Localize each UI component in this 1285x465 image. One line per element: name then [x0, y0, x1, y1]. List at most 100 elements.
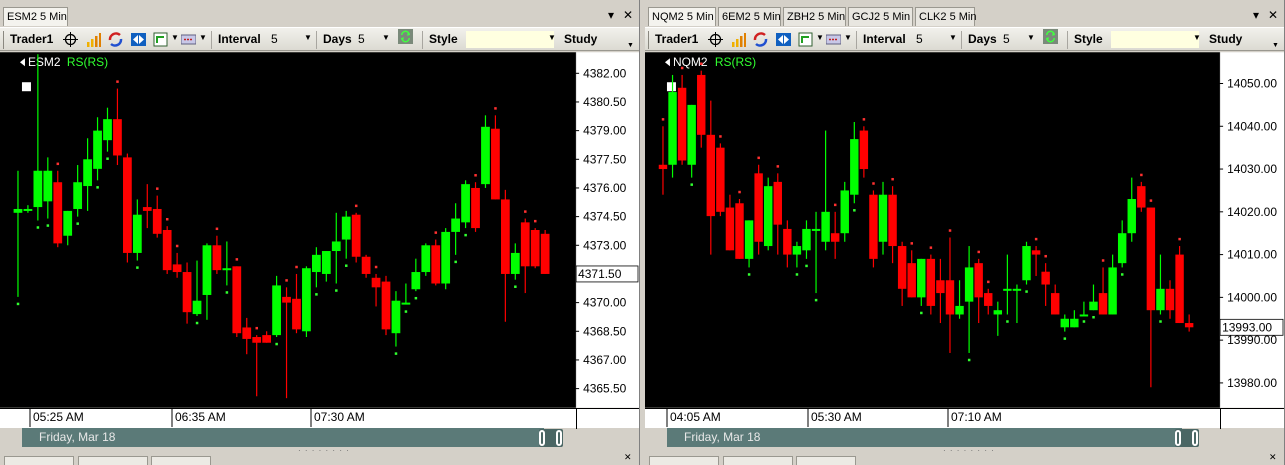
- candle[interactable]: [697, 62, 706, 148]
- crosshair-icon[interactable]: [63, 32, 78, 47]
- candle[interactable]: [33, 54, 43, 229]
- scroll-grip-right[interactable]: [1192, 430, 1198, 446]
- candle[interactable]: [1137, 173, 1146, 212]
- price-axis[interactable]: [575, 52, 639, 408]
- candle[interactable]: [53, 162, 63, 248]
- splitter-grip[interactable]: · · · · · · · ·: [298, 446, 350, 455]
- candle[interactable]: [152, 187, 162, 238]
- candle[interactable]: [311, 247, 321, 296]
- candle[interactable]: [917, 258, 926, 315]
- workspace-label[interactable]: Trader1: [10, 32, 54, 46]
- candle[interactable]: [530, 219, 540, 269]
- candlestick-chart[interactable]: 4382.00 4380.50 4379.00 4377.50 4376.00 4374.…: [0, 52, 639, 408]
- candle[interactable]: [1165, 280, 1175, 319]
- bottom-tab[interactable]: [78, 456, 148, 465]
- reload-icon[interactable]: [1043, 29, 1058, 44]
- candle[interactable]: [401, 283, 411, 313]
- candle[interactable]: [351, 204, 361, 263]
- candle[interactable]: [441, 228, 451, 290]
- candle[interactable]: [687, 104, 696, 186]
- candle[interactable]: [1070, 310, 1079, 328]
- bottom-tab[interactable]: [796, 456, 856, 465]
- interval-input[interactable]: 5: [916, 32, 923, 46]
- candle[interactable]: [510, 243, 520, 288]
- candle[interactable]: [735, 190, 744, 259]
- candle[interactable]: [113, 80, 122, 166]
- candle[interactable]: [361, 254, 371, 278]
- chevron-down-icon[interactable]: ▼: [304, 33, 312, 42]
- bar-chart-icon[interactable]: [731, 32, 746, 47]
- candle[interactable]: [974, 250, 983, 324]
- candle[interactable]: [840, 181, 849, 242]
- refresh-arrows-icon[interactable]: [108, 32, 123, 47]
- chevron-down-icon[interactable]: ▼: [1027, 33, 1035, 42]
- study-label[interactable]: Study: [564, 32, 598, 46]
- candle[interactable]: [888, 177, 897, 264]
- candle[interactable]: [1108, 254, 1117, 315]
- scroll-grip-left[interactable]: [539, 430, 545, 446]
- candle[interactable]: [371, 265, 381, 307]
- candle[interactable]: [754, 156, 763, 255]
- candle[interactable]: [83, 138, 92, 211]
- candle[interactable]: [242, 317, 252, 355]
- candle[interactable]: [43, 157, 53, 227]
- candle[interactable]: [783, 220, 792, 268]
- link-chart-icon[interactable]: [181, 32, 196, 47]
- swap-arrows-icon[interactable]: [776, 32, 791, 47]
- candle[interactable]: [936, 258, 945, 324]
- chart-tab[interactable]: 6EM2 5 Min: [718, 7, 781, 26]
- chevron-down-icon[interactable]: ▼: [382, 33, 390, 42]
- chevron-down-icon[interactable]: ▼: [1272, 42, 1279, 49]
- candle[interactable]: [212, 227, 222, 274]
- candle[interactable]: [481, 115, 490, 188]
- candle[interactable]: [1089, 284, 1098, 319]
- candle[interactable]: [1041, 254, 1050, 306]
- candle[interactable]: [955, 280, 964, 319]
- collapse-arrow-icon[interactable]: [664, 58, 670, 67]
- refresh-arrows-icon[interactable]: [753, 32, 768, 47]
- candle[interactable]: [172, 244, 182, 278]
- candle[interactable]: [292, 265, 301, 334]
- candle[interactable]: [13, 170, 23, 306]
- candle[interactable]: [859, 118, 869, 178]
- candle[interactable]: [381, 275, 391, 336]
- candle[interactable]: [202, 243, 212, 320]
- candle[interactable]: [850, 121, 859, 212]
- candle[interactable]: [520, 210, 530, 294]
- style-select[interactable]: [1111, 31, 1199, 48]
- candle[interactable]: [964, 246, 974, 362]
- candle[interactable]: [1003, 254, 1012, 323]
- chart-menu-square-icon[interactable]: [666, 82, 676, 92]
- link-chart-icon[interactable]: [826, 32, 841, 47]
- date-scrollbar[interactable]: Friday, Mar 18: [667, 428, 1182, 447]
- chevron-down-icon[interactable]: ▼: [844, 33, 852, 42]
- candle[interactable]: [926, 246, 936, 315]
- candle[interactable]: [73, 165, 83, 225]
- candle[interactable]: [830, 203, 840, 259]
- candle[interactable]: [1117, 220, 1127, 276]
- candle[interactable]: [162, 217, 172, 274]
- candle[interactable]: [471, 174, 480, 232]
- dropdown-arrow-icon[interactable]: ▾: [608, 8, 615, 22]
- candle[interactable]: [945, 229, 955, 353]
- candle[interactable]: [716, 135, 725, 217]
- candle[interactable]: [897, 241, 907, 306]
- candle[interactable]: [132, 199, 142, 269]
- candle[interactable]: [869, 182, 878, 268]
- chart-tab[interactable]: ZBH2 5 Min: [783, 7, 846, 26]
- candle[interactable]: [802, 220, 811, 268]
- candle[interactable]: [1022, 241, 1031, 293]
- candle[interactable]: [1127, 177, 1136, 242]
- candle[interactable]: [668, 74, 677, 178]
- candle[interactable]: [907, 242, 916, 298]
- candle[interactable]: [658, 118, 668, 195]
- time-axis[interactable]: 05:25 AM 06:35 AM 07:30 AM: [0, 408, 639, 429]
- candle[interactable]: [232, 258, 242, 338]
- bottom-tab[interactable]: [649, 456, 719, 465]
- candle[interactable]: [272, 275, 281, 346]
- candle[interactable]: [411, 258, 421, 300]
- candle[interactable]: [451, 203, 461, 264]
- candle[interactable]: [262, 331, 272, 343]
- candle[interactable]: [1060, 314, 1069, 340]
- candle[interactable]: [431, 231, 441, 286]
